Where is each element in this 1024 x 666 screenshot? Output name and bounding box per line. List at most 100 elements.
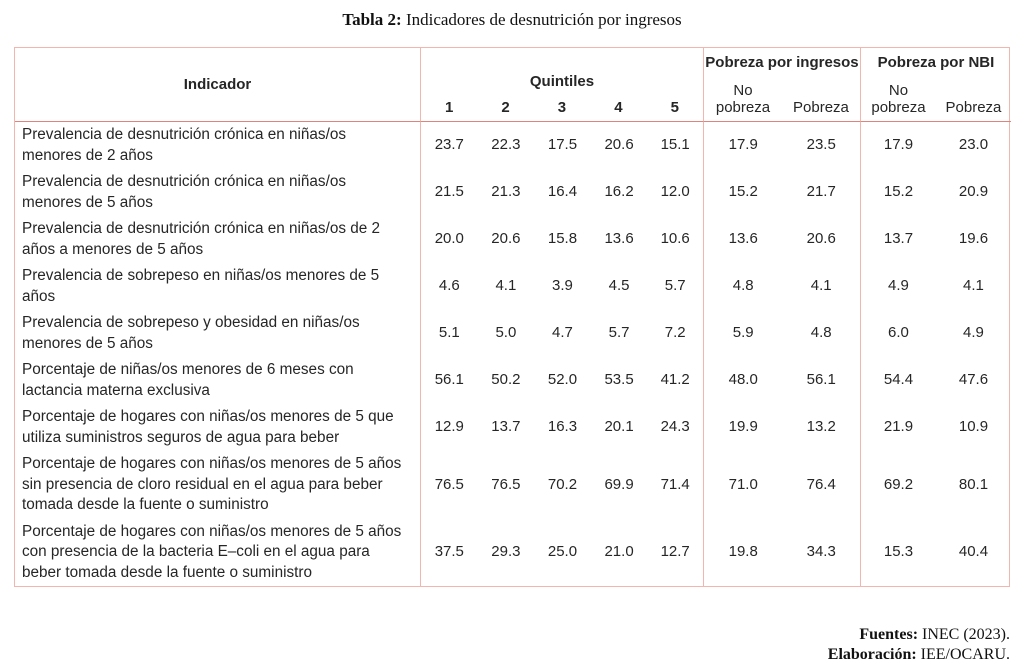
nbi-value: 54.4 <box>883 371 914 389</box>
ingresos-value: 13.2 <box>782 404 861 451</box>
ingresos-value: 20.6 <box>782 216 861 263</box>
nbi-value: 13.7 <box>883 230 914 248</box>
quintile-column-header: 5 <box>670 99 679 116</box>
footer-sources-label: Fuentes: <box>859 626 919 643</box>
ingresos-value: 48.0 <box>728 371 758 389</box>
quintile-value: 21.0 <box>604 543 634 560</box>
nbi-value: 4.1 <box>963 277 984 295</box>
indicator-cell: Prevalencia de desnutrición crónica en n… <box>15 216 421 263</box>
ingresos-value: 21.7 <box>782 169 861 216</box>
nbi-value: 69.2 <box>883 475 914 493</box>
quintile-value: 5.7 <box>647 263 704 310</box>
quintile-value: 15.8 <box>547 230 578 248</box>
header-group-nbi: Pobreza por NBI No pobreza Pobreza <box>860 48 1011 122</box>
table-caption-text: Indicadores de desnutrición por ingresos <box>405 10 682 29</box>
quintile-value: 24.3 <box>647 404 704 451</box>
quintile-value: 53.5 <box>604 371 634 389</box>
quintile-value: 16.3 <box>547 418 578 436</box>
indicator-cell: Porcentaje de hogares con niñas/os menor… <box>15 518 421 586</box>
quintile-value: 21.5 <box>434 183 464 201</box>
ingresos-value: 17.9 <box>728 136 758 154</box>
indicator-cell: Prevalencia de sobrepeso y obesidad en n… <box>15 310 421 357</box>
quintile-value: 69.9 <box>604 475 634 493</box>
subheader-pobreza: Pobreza <box>945 99 1002 116</box>
nbi-value: 4.9 <box>888 277 909 295</box>
nbi-value: 47.6 <box>958 371 989 389</box>
subheader-no-pobreza: No pobreza <box>715 82 771 116</box>
nbi-value: 19.6 <box>958 230 989 248</box>
quintile-value: 25.0 <box>547 543 578 560</box>
subheader-no-pobreza: No pobreza <box>871 82 926 116</box>
nbi-value: 17.9 <box>883 136 914 154</box>
header-group-ingresos-title: Pobreza por ingresos <box>705 54 859 71</box>
quintile-value: 4.1 <box>495 277 517 295</box>
ingresos-value: 5.9 <box>732 324 754 342</box>
quintile-value: 5.7 <box>608 324 630 342</box>
nbi-value: 15.3 <box>883 543 914 560</box>
nbi-value: 10.9 <box>958 418 989 436</box>
ingresos-value: 76.4 <box>782 451 861 519</box>
nbi-value: 40.4 <box>958 543 989 560</box>
quintile-value: 16.2 <box>604 183 634 201</box>
quintile-column-header: 1 <box>445 99 454 116</box>
table-footer: Fuentes: INEC (2023). Elaboración: IEE/O… <box>828 625 1010 665</box>
ingresos-value: 23.5 <box>782 122 861 169</box>
quintile-column-header: 3 <box>557 99 567 116</box>
quintile-value: 76.5 <box>491 475 521 493</box>
ingresos-subheader: No pobreza Pobreza <box>704 82 860 121</box>
quintile-value: 50.2 <box>491 371 521 389</box>
quintile-value: 41.2 <box>647 357 704 404</box>
subheader-pobreza: Pobreza <box>793 99 849 116</box>
quintile-value: 5.1 <box>438 324 460 342</box>
footer-elaboration-text: IEE/OCARU. <box>920 646 1010 663</box>
indicator-cell: Porcentaje de hogares con niñas/os menor… <box>15 451 421 519</box>
nbi-subheader: No pobreza Pobreza <box>861 82 1011 121</box>
table-caption: Tabla 2: Indicadores de desnutrición por… <box>0 10 1024 30</box>
quintile-value: 13.7 <box>491 418 521 436</box>
ingresos-value: 15.2 <box>728 183 758 201</box>
nbi-value: 20.9 <box>958 183 989 201</box>
ingresos-value: 19.9 <box>728 418 758 436</box>
quintile-value: 10.6 <box>647 216 704 263</box>
quintile-value: 37.5 <box>434 543 464 560</box>
header-group-quintiles-title: Quintiles <box>529 73 595 90</box>
quintile-value: 4.5 <box>608 277 630 295</box>
nbi-value: 21.9 <box>883 418 914 436</box>
footer-elaboration-label: Elaboración: <box>827 646 917 663</box>
ingresos-value: 56.1 <box>782 357 861 404</box>
nbi-value: 80.1 <box>958 475 989 493</box>
indicator-cell: Prevalencia de sobrepeso en niñas/os men… <box>15 263 421 310</box>
table-caption-label: Tabla 2: <box>342 10 402 29</box>
indicator-cell: Prevalencia de desnutrición crónica en n… <box>15 169 421 216</box>
nbi-value: 15.2 <box>883 183 914 201</box>
indicator-cell: Porcentaje de hogares con niñas/os menor… <box>15 404 421 451</box>
quintile-value: 20.0 <box>434 230 464 248</box>
quintile-value: 52.0 <box>547 371 578 389</box>
quintile-value: 12.0 <box>647 169 704 216</box>
quintile-value: 12.7 <box>647 518 704 586</box>
indicators-table: Indicador Quintiles 1 2 3 4 5 Pobreza por in… <box>14 47 1011 587</box>
quintile-value: 17.5 <box>547 136 578 154</box>
quintile-value: 70.2 <box>547 475 578 493</box>
footer-elaboration: Elaboración: IEE/OCARU. <box>828 645 1010 665</box>
quintile-value: 13.6 <box>604 230 634 248</box>
quintile-subheader: 1 2 3 4 5 <box>421 99 703 121</box>
quintile-value: 56.1 <box>434 371 464 389</box>
ingresos-value: 4.8 <box>732 277 754 295</box>
quintile-column-header: 4 <box>614 99 623 116</box>
ingresos-value: 13.6 <box>728 230 758 248</box>
quintile-value: 3.9 <box>552 277 573 295</box>
nbi-value: 4.9 <box>963 324 984 342</box>
header-group-quintiles: Quintiles 1 2 3 4 5 <box>421 48 704 122</box>
quintile-value: 22.3 <box>491 136 521 154</box>
quintile-value: 71.4 <box>647 451 704 519</box>
ingresos-value: 19.8 <box>728 543 758 560</box>
ingresos-value: 4.8 <box>782 310 861 357</box>
quintile-value: 20.6 <box>604 136 634 154</box>
ingresos-value: 4.1 <box>782 263 861 310</box>
header-group-nbi-title: Pobreza por NBI <box>877 54 995 71</box>
quintile-value: 20.1 <box>604 418 634 436</box>
header-indicator: Indicador <box>15 48 421 122</box>
quintile-value: 7.2 <box>647 310 704 357</box>
quintile-value: 5.0 <box>495 324 517 342</box>
